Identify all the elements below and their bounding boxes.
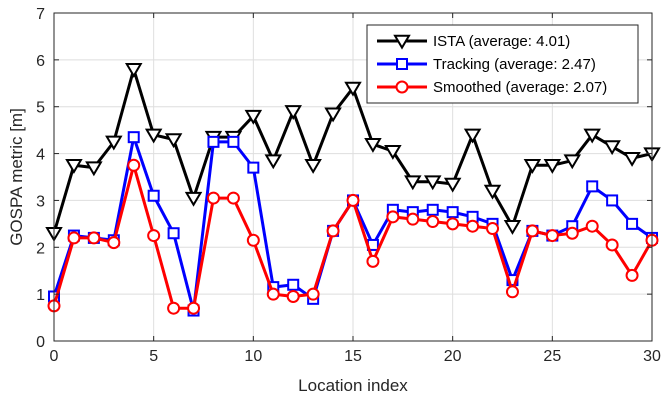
smoothed-point bbox=[286, 289, 300, 303]
tracking-point bbox=[227, 135, 240, 148]
x-tick-label: 25 bbox=[543, 348, 561, 365]
tracking-point bbox=[626, 217, 639, 230]
x-tick-label: 20 bbox=[444, 348, 462, 365]
ista-legend-marker bbox=[393, 34, 411, 50]
smoothed-point bbox=[605, 238, 619, 252]
ista-point bbox=[563, 154, 582, 170]
smoothed-point bbox=[326, 224, 340, 238]
smoothed-point bbox=[406, 212, 420, 226]
legend: ISTA (average: 4.01) Tracking (average: 2… bbox=[366, 24, 639, 104]
smoothed-point bbox=[426, 215, 440, 229]
y-tick-label: 6 bbox=[36, 53, 45, 70]
ista-point bbox=[583, 128, 601, 144]
ista-point bbox=[483, 184, 502, 200]
legend-label: ISTA (average: 4.01) bbox=[433, 33, 570, 50]
smoothed-point bbox=[87, 231, 101, 245]
ista-point bbox=[423, 175, 442, 191]
smoothed-point bbox=[187, 301, 201, 315]
x-tick-label: 5 bbox=[149, 348, 158, 365]
smoothed-point bbox=[466, 219, 480, 233]
ista-point bbox=[184, 191, 203, 207]
smoothed-point bbox=[486, 222, 500, 236]
smoothed-point bbox=[565, 226, 579, 240]
smoothed-point bbox=[147, 229, 161, 243]
smoothed-point bbox=[107, 236, 121, 250]
ista-point bbox=[244, 109, 263, 125]
smoothed-point bbox=[246, 233, 260, 247]
x-axis-label: Location index bbox=[298, 376, 408, 395]
smoothed-point bbox=[127, 158, 141, 172]
ista-point bbox=[144, 128, 163, 144]
legend-label: Tracking (average: 2.47) bbox=[433, 56, 596, 73]
y-tick-label: 0 bbox=[36, 334, 45, 351]
smoothed-point bbox=[266, 287, 280, 301]
y-tick-label: 5 bbox=[36, 100, 45, 117]
x-tick-label: 30 bbox=[643, 348, 661, 365]
y-tick-label: 1 bbox=[36, 287, 45, 304]
tracking-point bbox=[147, 189, 160, 202]
y-tick-label: 4 bbox=[36, 147, 45, 164]
tracking-point bbox=[167, 227, 180, 240]
ista-point bbox=[463, 128, 482, 144]
smoothed-series bbox=[47, 158, 659, 315]
x-tick-label: 15 bbox=[344, 348, 362, 365]
smoothed-point bbox=[505, 285, 519, 299]
ista-point bbox=[384, 144, 402, 160]
tracking-legend-marker bbox=[396, 58, 408, 70]
ista-point bbox=[304, 159, 322, 174]
smoothed-point bbox=[306, 287, 320, 301]
smoothed-point bbox=[525, 224, 539, 238]
x-tick-label: 10 bbox=[244, 348, 262, 365]
x-tick-label: 0 bbox=[50, 348, 59, 365]
smoothed-point bbox=[545, 229, 559, 243]
tracking-point bbox=[287, 278, 300, 291]
y-tick-label: 2 bbox=[36, 240, 45, 257]
ista-point bbox=[124, 62, 143, 78]
ista-point bbox=[284, 105, 302, 121]
smoothed-point bbox=[446, 217, 460, 231]
tracking-point bbox=[247, 161, 260, 174]
tracking-point bbox=[586, 180, 599, 193]
ista-point bbox=[443, 177, 462, 193]
ista-point bbox=[65, 159, 83, 174]
ista-point bbox=[404, 175, 422, 191]
smoothed-point bbox=[206, 191, 220, 205]
y-tick-label: 7 bbox=[36, 6, 45, 23]
tracking-point bbox=[207, 135, 220, 148]
smoothed-point bbox=[226, 191, 240, 205]
ista-point bbox=[85, 161, 103, 177]
tracking-point bbox=[426, 203, 439, 216]
smoothed-point bbox=[386, 210, 400, 224]
y-axis-label: GOSPA metric [m] bbox=[7, 108, 26, 246]
smoothed-point bbox=[346, 193, 360, 207]
smoothed-point bbox=[625, 268, 639, 282]
smoothed-point bbox=[167, 301, 181, 315]
ista-point bbox=[344, 81, 362, 97]
ista-point bbox=[364, 137, 382, 153]
smoothed-legend-marker bbox=[395, 80, 409, 94]
tracking-point bbox=[446, 206, 459, 219]
ista-point bbox=[503, 219, 522, 235]
ista-point bbox=[623, 152, 641, 167]
smoothed-point bbox=[585, 219, 599, 233]
ista-point bbox=[523, 159, 542, 174]
ista-point bbox=[105, 135, 123, 151]
ista-point bbox=[543, 159, 562, 174]
ista-point bbox=[324, 107, 342, 123]
smoothed-point bbox=[67, 231, 81, 245]
smoothed-point bbox=[366, 254, 380, 268]
ista-point bbox=[264, 154, 283, 170]
y-tick-label: 3 bbox=[36, 193, 45, 210]
legend-label: Smoothed (average: 2.07) bbox=[433, 79, 607, 96]
tracking-point bbox=[127, 131, 140, 144]
ista-point bbox=[164, 133, 183, 149]
tracking-point bbox=[606, 194, 619, 207]
ista-point bbox=[603, 140, 621, 156]
